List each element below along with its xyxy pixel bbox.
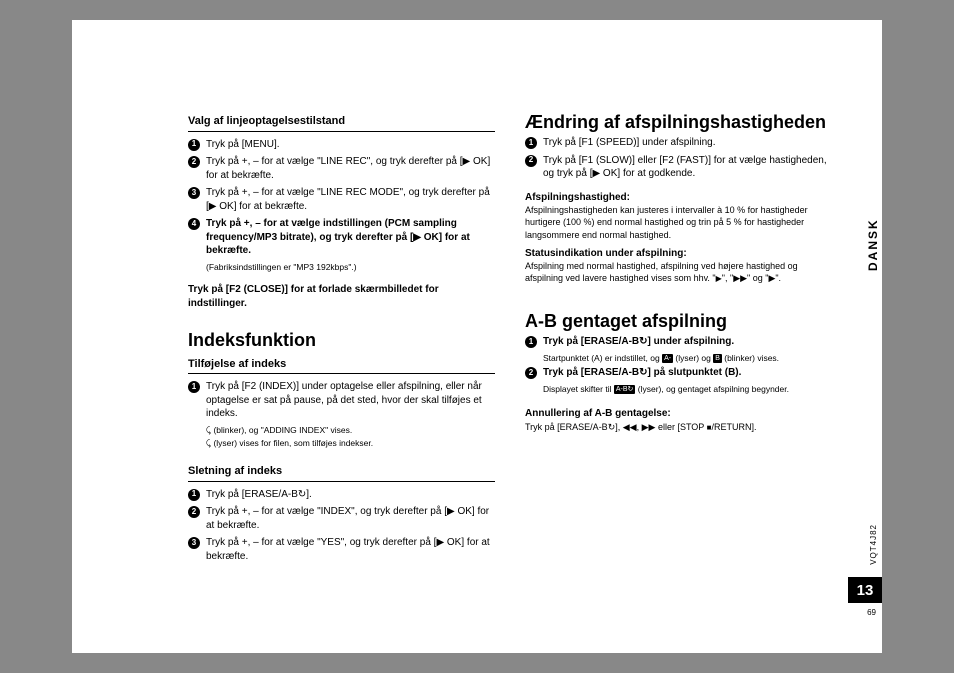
rew-icon: ◀◀ xyxy=(623,422,637,432)
ab-note-1: Startpunktet (A) er indstillet, og A- (l… xyxy=(543,353,832,364)
ab-loop-label-icon: A-B↻ xyxy=(614,385,636,394)
step-2: 2Tryk på +, – for at vælge "LINE REC", o… xyxy=(188,155,495,182)
a-label-icon: A- xyxy=(662,354,673,363)
speed-text: Afspilningshastigheden kan justeres i in… xyxy=(525,204,832,240)
play-fast-icon: ▶▶ xyxy=(733,273,747,283)
cancel-text: Tryk på [ERASE/A-B↻], ◀◀, ▶▶ eller [STOP… xyxy=(525,421,832,434)
bullet-icon: 2 xyxy=(525,155,537,167)
left-column: Valg af linjeoptagelsestilstand 1Tryk på… xyxy=(188,110,495,623)
step-del-3: 3Tryk på +, – for at vælge "YES", og try… xyxy=(188,536,495,563)
fwd-icon: ▶▶ xyxy=(642,422,656,432)
step-3: 3Tryk på +, – for at vælge "LINE REC MOD… xyxy=(188,186,495,213)
bullet-icon: 1 xyxy=(188,381,200,393)
step-del-2: 2Tryk på +, – for at vælge "INDEX", og t… xyxy=(188,505,495,532)
language-tab: DANSK xyxy=(864,195,882,295)
heading-line-rec: Valg af linjeoptagelsestilstand xyxy=(188,114,495,132)
heading-speed: Ændring af afspilningshastigheden xyxy=(525,110,832,134)
step-add-1: 1Tryk på [F2 (INDEX)] under optagelse el… xyxy=(188,380,495,421)
step-1: 1Tryk på [MENU]. xyxy=(188,138,495,152)
speed-subhead: Afspilningshastighed: xyxy=(525,191,832,205)
bullet-icon: 3 xyxy=(188,187,200,199)
sub-page-number: 69 xyxy=(867,608,876,617)
status-subhead: Statusindikation under afspilning: xyxy=(525,247,832,261)
status-text: Afspilning med normal hastighed, afspiln… xyxy=(525,260,832,285)
step-4: 4Tryk på +, – for at vælge indstillingen… xyxy=(188,217,495,258)
bullet-icon: 2 xyxy=(188,156,200,168)
factory-note: (Fabriksindstillingen er "MP3 192kbps".) xyxy=(206,262,495,273)
bullet-icon: 1 xyxy=(525,137,537,149)
ab-note-2: Displayet skifter til A-B↻ (lyser), og g… xyxy=(543,384,832,395)
doc-code: VQT4J82 xyxy=(869,524,878,565)
step-del-1: 1Tryk på [ERASE/A-B↻]. xyxy=(188,488,495,502)
bullet-icon: 1 xyxy=(188,489,200,501)
heading-ab: A-B gentaget afspilning xyxy=(525,309,832,333)
bullet-icon: 1 xyxy=(188,139,200,151)
bullet-icon: 3 xyxy=(188,537,200,549)
step-ab-2: 2Tryk på [ERASE/A-B↻] på slutpunktet (B)… xyxy=(525,366,832,380)
right-column: Ændring af afspilningshastigheden 1Tryk … xyxy=(525,110,832,623)
page-number: 13 xyxy=(848,577,882,603)
step-speed-1: 1Tryk på [F1 (SPEED)] under afspilning. xyxy=(525,136,832,150)
note-blink: ⤹ (blinker), og "ADDING INDEX" vises. xyxy=(206,425,495,436)
b-label-icon: B xyxy=(713,354,722,363)
bullet-icon: 2 xyxy=(188,506,200,518)
cancel-head: Annullering af A-B gentagelse: xyxy=(525,407,832,421)
heading-index: Indeksfunktion xyxy=(188,328,495,352)
bullet-icon: 2 xyxy=(525,367,537,379)
note-light: ⤹ (lyser) vises for filen, som tilføjes … xyxy=(206,438,495,449)
step-speed-2: 2Tryk på [F1 (SLOW)] eller [F2 (FAST)] f… xyxy=(525,154,832,181)
manual-page: Valg af linjeoptagelsestilstand 1Tryk på… xyxy=(72,20,882,653)
step-ab-1: 1Tryk på [ERASE/A-B↻] under afspilning. xyxy=(525,335,832,349)
bullet-icon: 4 xyxy=(188,218,200,230)
heading-del-index: Sletning af indeks xyxy=(188,464,495,482)
bullet-icon: 1 xyxy=(525,336,537,348)
close-note: Tryk på [F2 (CLOSE)] for at forlade skær… xyxy=(188,283,495,310)
heading-add-index: Tilføjelse af indeks xyxy=(188,357,495,375)
